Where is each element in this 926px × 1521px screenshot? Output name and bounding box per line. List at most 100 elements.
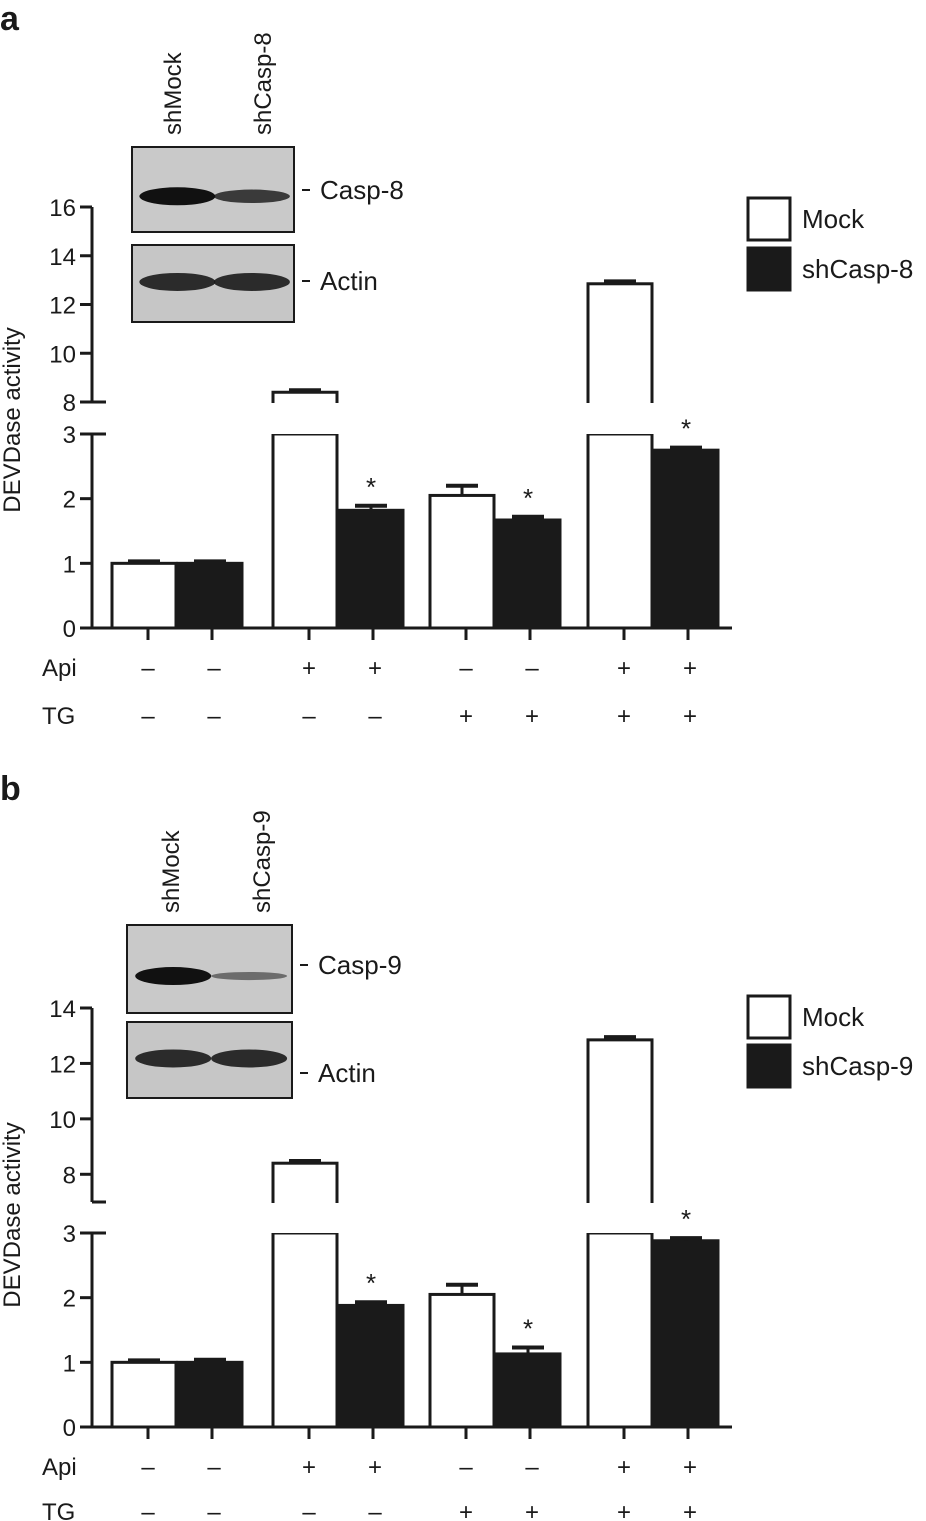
panel-letter: b (0, 770, 21, 808)
condition-sign: + (459, 1499, 473, 1521)
y-tick-label: 16 (49, 195, 76, 222)
condition-sign: + (368, 1454, 382, 1481)
condition-sign: + (525, 1499, 539, 1521)
condition-sign: + (683, 1454, 697, 1481)
condition-sign: + (459, 703, 473, 730)
legend-label-mock: Mock (802, 1002, 865, 1032)
bar-segment (494, 1352, 562, 1429)
y-tick-label: 3 (63, 422, 76, 449)
bar-sh-2 (494, 514, 562, 630)
condition-sign: – (207, 703, 221, 730)
bar-segment (176, 561, 244, 630)
y-tick-label: 14 (49, 244, 76, 271)
y-tick-label: 0 (63, 616, 76, 643)
bar-mock-2 (428, 483, 496, 630)
condition-label: TG (42, 1499, 75, 1521)
legend: Mock shCasp-9 (746, 994, 913, 1089)
significance-star: * (366, 1268, 376, 1298)
bar-segment (652, 448, 720, 630)
significance-star: * (681, 414, 691, 444)
y-tick-label: 1 (63, 551, 76, 578)
condition-label: Api (42, 1454, 77, 1481)
bar-mock-1 (270, 388, 340, 630)
bar-break-gap (270, 1203, 340, 1233)
y-tick-label: 2 (63, 1286, 76, 1313)
bar-segment (494, 518, 562, 630)
bar-sh-0 (176, 1357, 244, 1429)
bar-sh-1 (337, 1300, 405, 1429)
blot-band (213, 272, 290, 291)
blot-band (135, 967, 212, 986)
bar-sh-0 (176, 559, 244, 630)
legend-label-knockdown: shCasp-9 (802, 1051, 913, 1081)
bar-mock-3 (585, 1035, 655, 1429)
bar-segment (652, 1239, 720, 1429)
western-blot: Casp-8 Actin shMock shCasp-8 (131, 32, 404, 323)
condition-sign: – (141, 655, 155, 682)
bar-segment (271, 1231, 339, 1429)
y-tick-label: 3 (63, 1221, 76, 1248)
lane-label: shMock (160, 51, 187, 135)
condition-sign: + (683, 703, 697, 730)
condition-sign: + (302, 1454, 316, 1481)
condition-sign: – (525, 655, 539, 682)
condition-sign: – (302, 1499, 316, 1521)
y-tick-label: 8 (63, 390, 76, 417)
condition-sign: + (525, 703, 539, 730)
condition-label: Api (42, 655, 77, 682)
condition-sign: + (302, 655, 316, 682)
bar-mock-3 (585, 279, 655, 630)
bar-segment (586, 1038, 654, 1234)
y-tick-label: 0 (63, 1415, 76, 1442)
panel-letter: a (0, 0, 20, 38)
condition-table: Api – – + + – – + + TG – – – – + + + + (42, 1454, 697, 1521)
condition-sign: – (141, 1454, 155, 1481)
bar-segment (428, 1292, 496, 1429)
significance-star: * (523, 483, 533, 513)
blot-band (211, 971, 288, 981)
condition-sign: – (368, 703, 382, 730)
bar-break-gap (585, 1203, 655, 1233)
condition-sign: – (141, 1499, 155, 1521)
condition-sign: – (368, 1499, 382, 1521)
y-tick-label: 2 (63, 487, 76, 514)
y-tick-label: 8 (63, 1162, 76, 1189)
condition-sign: + (683, 655, 697, 682)
y-tick-label: 14 (49, 996, 76, 1023)
bar-sh-3 (652, 1236, 720, 1429)
legend-swatch-mock (746, 994, 792, 1040)
lane-label: shCasp-9 (249, 810, 276, 913)
condition-sign: + (617, 703, 631, 730)
legend-swatch-mock (746, 196, 792, 242)
bar-mock-0 (110, 559, 178, 630)
band-label: Actin (318, 1058, 376, 1088)
legend-swatch-knockdown (746, 1043, 792, 1089)
condition-sign: – (141, 703, 155, 730)
condition-sign: + (617, 655, 631, 682)
y-tick-label: 12 (49, 293, 76, 320)
significance-star: * (366, 472, 376, 502)
blot-band (213, 189, 290, 204)
legend-swatch-knockdown (746, 246, 792, 292)
condition-sign: + (368, 655, 382, 682)
lane-label: shMock (158, 829, 185, 913)
bar-break-gap (270, 403, 340, 434)
bar-mock-1 (270, 1158, 340, 1429)
blot-band (135, 1049, 212, 1068)
condition-sign: + (617, 1454, 631, 1481)
western-blot: Casp-9 Actin shMock shCasp-9 (126, 810, 402, 1099)
y-tick-label: 10 (49, 341, 76, 368)
lane-label: shCasp-8 (250, 32, 277, 135)
bar-segment (428, 493, 496, 630)
legend: Mock shCasp-8 (746, 196, 913, 292)
bar-segment (110, 1360, 178, 1429)
bar-segment (337, 508, 405, 630)
bar-mock-2 (428, 1282, 496, 1429)
significance-star: * (523, 1313, 533, 1343)
significance-star: * (681, 1204, 691, 1234)
legend-label-knockdown: shCasp-8 (802, 254, 913, 284)
condition-table: Api – – + + – – + + TG – – – – + + + + (42, 655, 697, 730)
